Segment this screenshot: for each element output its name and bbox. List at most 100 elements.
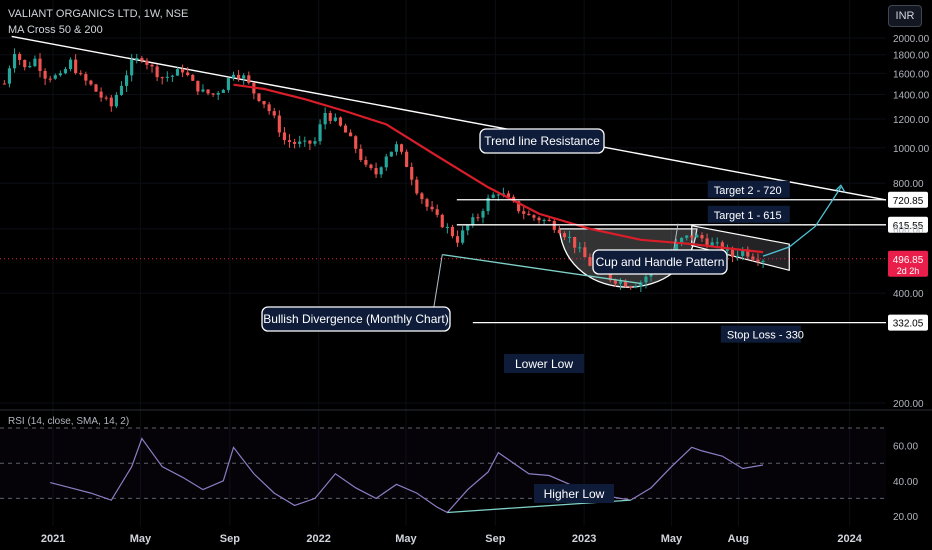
candle-body: [420, 193, 424, 200]
candle: [53, 73, 57, 80]
axes-layer: 2000.00 1800.00 1600.00 1400.00 1200.00 1000.…: [41, 34, 930, 545]
chart-title: VALIANT ORGANICS LTD, 1W, NSE: [8, 8, 189, 20]
candle-body: [349, 132, 353, 137]
candle-body: [89, 80, 93, 85]
time-tick-label: Sep: [485, 533, 505, 545]
bullish-divergence-label: Bullish Divergence (Monthly Chart): [261, 254, 451, 332]
candle-body: [379, 167, 383, 175]
level-price-tag: 720.85: [888, 191, 928, 208]
level-price-tag: 332.05: [888, 314, 928, 331]
candle-body: [552, 221, 556, 230]
candle: [680, 237, 684, 247]
candle-body: [506, 193, 511, 197]
candle-body: [287, 140, 292, 143]
candle-body: [466, 225, 470, 231]
candle-body: [410, 166, 414, 180]
candle-body: [425, 199, 429, 207]
candle: [155, 64, 159, 82]
candle: [374, 162, 378, 179]
candle-body: [435, 209, 439, 215]
candle-body: [119, 85, 124, 95]
candle-body: [537, 217, 541, 221]
level-price-tag-text: 332.05: [893, 319, 924, 330]
candle-body: [445, 226, 449, 228]
currency-button[interactable]: INR: [888, 5, 922, 27]
candle-body: [277, 115, 281, 133]
candle-body: [532, 215, 536, 218]
candle-body: [262, 101, 266, 105]
candle: [298, 135, 302, 148]
candle-body: [736, 255, 740, 257]
candle: [181, 64, 185, 78]
candle: [124, 70, 129, 92]
candle-body: [58, 73, 62, 76]
time-tick-label: May: [130, 533, 152, 545]
candle: [313, 137, 317, 147]
candle-body: [23, 59, 27, 68]
candle: [99, 87, 103, 102]
candle: [634, 284, 638, 289]
candle-body: [124, 75, 129, 86]
candle: [644, 273, 648, 289]
candle: [425, 197, 429, 211]
candle: [567, 230, 572, 243]
price-tick-label: 1400.00: [893, 91, 930, 102]
candle: [420, 191, 424, 204]
rsi-line: [50, 437, 764, 514]
candle: [94, 83, 98, 92]
candle-body: [257, 93, 261, 102]
candle-body: [415, 179, 419, 194]
candle: [262, 100, 266, 109]
level-label-text: Target 1 - 615: [714, 210, 782, 222]
candle-body: [756, 259, 760, 262]
candle-body: [145, 60, 149, 65]
candle: [104, 95, 108, 101]
price-tick-label: 1600.00: [893, 69, 930, 80]
candle: [430, 201, 434, 212]
bullish-divergence-label-box: [261, 306, 451, 332]
rsi-pane: Higher Low: [0, 427, 886, 514]
candle: [206, 89, 210, 96]
candle: [476, 213, 480, 222]
candle: [201, 84, 205, 93]
candle: [736, 250, 740, 261]
level-price-tag-bg: [888, 314, 928, 331]
candle-body: [384, 156, 388, 168]
candle: [287, 134, 292, 148]
candle-body: [12, 54, 17, 69]
higher-low-text: Higher Low: [544, 487, 605, 501]
candle: [191, 73, 195, 82]
candle-body: [476, 217, 480, 219]
candle-body: [48, 78, 52, 80]
candle: [114, 92, 118, 109]
candle-body: [573, 236, 577, 248]
rsi-tick-label: 40.00: [893, 477, 918, 488]
candle-body: [165, 76, 169, 78]
cup-handle-label-box: [592, 249, 728, 275]
level-price-tag-text: 615.55: [893, 221, 924, 232]
candle: [267, 102, 271, 115]
candle: [415, 176, 419, 196]
candle-body: [369, 164, 373, 169]
candle-body: [634, 286, 638, 288]
candle-body: [461, 230, 465, 243]
candle: [527, 210, 531, 216]
level-label-text: Target 2 - 720: [714, 185, 782, 197]
price-tick-label: 2000.00: [893, 34, 930, 45]
candle-body: [63, 69, 68, 74]
candle-body: [272, 111, 276, 116]
candle-body: [639, 282, 643, 287]
candle-body: [323, 112, 327, 125]
candle: [435, 204, 439, 218]
level-label-bg: [707, 205, 790, 223]
ma-line: [233, 83, 764, 254]
cup-handle-label: Cup and Handle Pattern: [592, 223, 728, 275]
candle-body: [562, 233, 567, 238]
candle-body: [328, 112, 332, 121]
candle: [557, 225, 561, 234]
candle: [588, 253, 592, 267]
level-label: Target 1 - 615: [707, 205, 790, 223]
candle-body: [109, 97, 113, 107]
candle-body: [710, 242, 714, 246]
